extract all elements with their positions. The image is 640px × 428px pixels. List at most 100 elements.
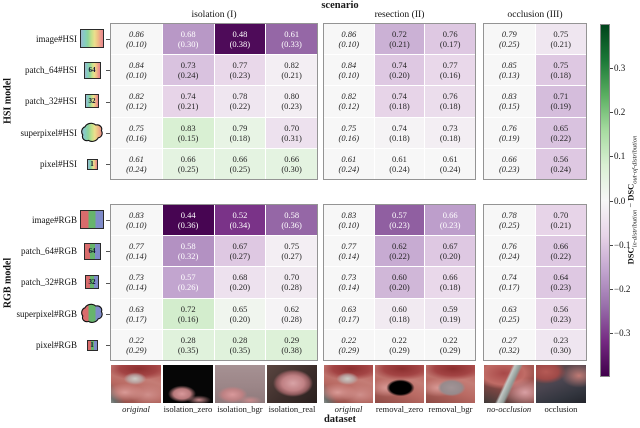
cell-std-value: (0.24) (498, 251, 520, 262)
cell-std-value: (0.27) (229, 251, 251, 262)
colorbar-tick-label: −0.3 (614, 327, 631, 338)
cell-std-value: (0.20) (439, 251, 461, 262)
heatmap-cell: 0.56 (0.23) (535, 298, 586, 329)
cell-std-value: (0.22) (229, 101, 251, 112)
heatmap-cell: 0.66 (0.25) (214, 148, 266, 179)
cell-std-value: (0.35) (177, 344, 199, 355)
cell-std-value: (0.36) (177, 220, 199, 231)
heatmap-cell: 0.75 (0.18) (535, 55, 586, 86)
cell-std-value: (0.29) (126, 344, 147, 355)
cell-std-value: (0.24) (126, 163, 147, 174)
cell-mean-value: 0.72 (180, 303, 196, 314)
heatmap-cell: 0.78 (0.22) (214, 86, 266, 117)
cell-mean-value: 0.75 (341, 122, 357, 133)
cell-std-value: (0.12) (338, 101, 360, 112)
cell-std-value: (0.25) (498, 313, 520, 324)
pixel-rgb-icon: 1 (86, 339, 98, 351)
y-tick (106, 164, 110, 166)
heatmap-cell: 0.70 (0.31) (266, 117, 317, 148)
row-label-pixel-hsi: pixel#HSI (40, 159, 77, 170)
heatmap-cell: 0.27 (0.32) (484, 329, 535, 360)
heatmap-cell: 0.57 (0.23) (374, 205, 425, 236)
figure-title: scenario (321, 0, 359, 11)
heatmap-cell: 0.63 (0.25) (484, 298, 535, 329)
y-tick (106, 132, 110, 134)
cell-mean-value: 0.63 (501, 303, 517, 314)
heatmap-cell: 0.44 (0.36) (162, 205, 214, 236)
superpixel-rgb-icon (81, 304, 103, 324)
heatmap-cell: 0.80 (0.23) (266, 86, 317, 117)
cell-std-value: (0.15) (177, 132, 199, 143)
thumbnail-isolation-real (267, 365, 317, 403)
cell-std-value: (0.18) (389, 313, 410, 324)
heatmap-cell: 0.63 (0.17) (324, 298, 374, 329)
cell-mean-value: 0.62 (392, 241, 407, 252)
cell-std-value: (0.14) (338, 282, 360, 293)
row-label-patch-64-hsi: patch_64#HSI (25, 65, 77, 76)
cell-mean-value: 0.61 (392, 153, 407, 164)
cell-std-value: (0.25) (498, 39, 520, 50)
cell-mean-value: 0.75 (284, 241, 300, 252)
cell-mean-value: 0.70 (284, 122, 300, 133)
y-tick (106, 219, 110, 221)
icon-cell: 64 (79, 235, 105, 266)
cell-std-value: (0.26) (177, 282, 199, 293)
heatmap-cell: 0.74 (0.17) (484, 267, 535, 298)
cell-mean-value: 0.66 (501, 153, 517, 164)
cell-std-value: (0.38) (229, 39, 251, 50)
cell-mean-value: 0.74 (392, 60, 407, 71)
cell-mean-value: 0.66 (284, 153, 300, 164)
cell-mean-value: 0.67 (442, 241, 458, 252)
cell-mean-value: 0.62 (284, 303, 300, 314)
cell-mean-value: 0.77 (341, 241, 357, 252)
cell-std-value: (0.30) (177, 39, 199, 50)
cell-std-value: (0.30) (550, 344, 572, 355)
cell-std-value: (0.14) (126, 251, 147, 262)
row-label-superpixel-hsi: superpixel#HSI (20, 127, 78, 138)
cell-mean-value: 0.74 (392, 122, 407, 133)
cell-mean-value: 0.82 (128, 91, 144, 102)
cell-mean-value: 0.84 (341, 60, 357, 71)
cell-mean-value: 0.61 (128, 153, 144, 164)
cell-std-value: (0.19) (498, 132, 520, 143)
heatmap-cell: 0.75 (0.27) (266, 236, 317, 267)
heatmap-cell: 0.72 (0.21) (374, 24, 425, 55)
heatmap-cell: 0.22 (0.29) (324, 329, 374, 360)
colorbar-tick-label: 0.3 (614, 63, 626, 74)
cell-mean-value: 0.65 (553, 122, 569, 133)
cell-std-value: (0.21) (550, 220, 572, 231)
heatmap-cell: 0.78 (0.25) (484, 205, 535, 236)
cell-std-value: (0.25) (177, 163, 199, 174)
cell-mean-value: 0.77 (442, 60, 458, 71)
heatmap-cell: 0.22 (0.29) (374, 329, 425, 360)
y-tick (106, 70, 110, 72)
heatmap-cell: 0.65 (0.20) (214, 298, 266, 329)
y-tick (106, 313, 110, 315)
dataset-label-isolation-real: isolation_real (268, 404, 316, 414)
heatmap-cell: 0.58 (0.36) (266, 205, 317, 236)
cell-std-value: (0.10) (126, 39, 147, 50)
colorbar-label-dsc-in: DSC (625, 247, 636, 265)
cell-mean-value: 0.71 (553, 91, 569, 102)
cell-mean-value: 0.78 (232, 91, 248, 102)
cell-std-value: (0.24) (550, 163, 572, 174)
cell-std-value: (0.13) (498, 70, 520, 81)
cell-std-value: (0.16) (177, 313, 199, 324)
cell-mean-value: 0.22 (392, 334, 407, 345)
cell-std-value: (0.24) (338, 163, 360, 174)
heatmap-cell: 0.77 (0.14) (111, 236, 162, 267)
heatmap-cell: 0.28 (0.35) (162, 329, 214, 360)
heatmap-cell: 0.73 (0.24) (162, 55, 214, 86)
cell-std-value: (0.38) (281, 344, 302, 355)
cell-mean-value: 0.52 (232, 210, 248, 221)
cell-mean-value: 0.77 (232, 60, 248, 71)
row-label-patch-32-hsi: patch_32#HSI (25, 96, 77, 107)
cell-std-value: (0.19) (550, 101, 572, 112)
heatmap-cell: 0.75 (0.16) (111, 117, 162, 148)
cell-std-value: (0.23) (550, 282, 572, 293)
cell-std-value: (0.15) (498, 101, 520, 112)
cell-mean-value: 0.28 (180, 334, 196, 345)
icon-size-label: 1 (90, 159, 94, 168)
colorbar-tick-label: 0.0 (614, 195, 626, 206)
cell-mean-value: 0.64 (553, 272, 569, 283)
